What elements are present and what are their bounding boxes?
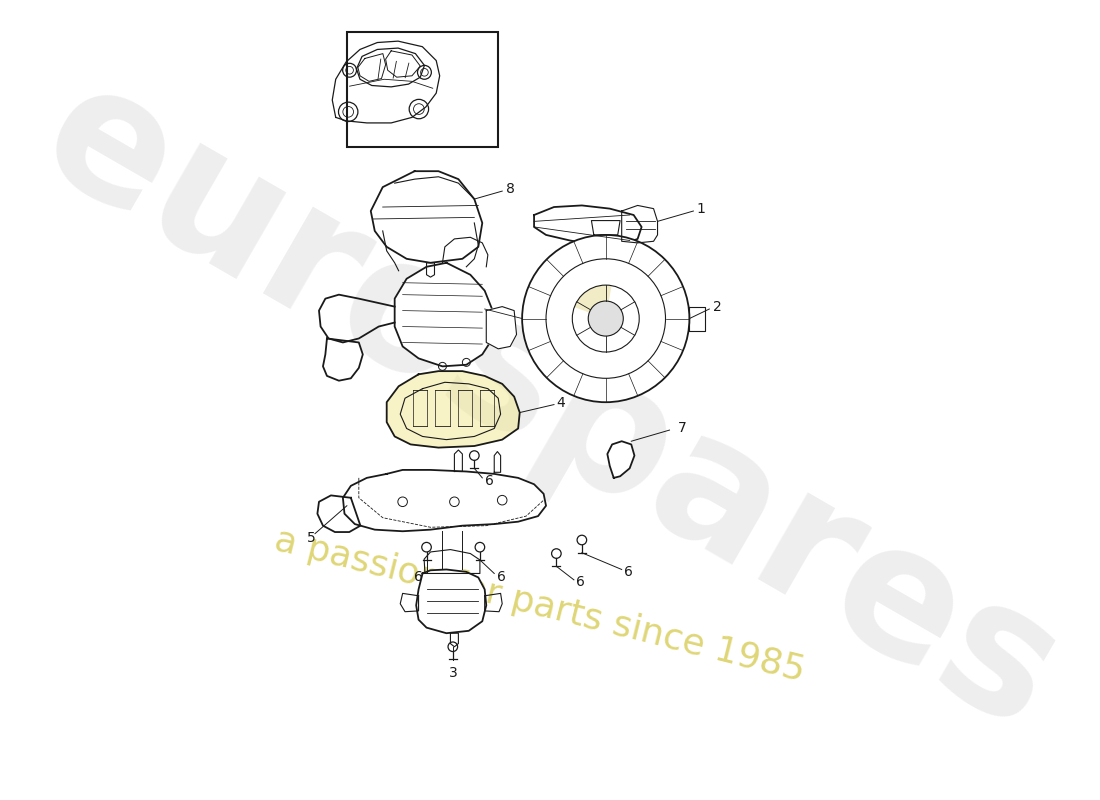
Text: 5: 5 [307,530,316,545]
Circle shape [522,235,690,402]
Polygon shape [395,262,493,366]
Text: eurospares: eurospares [12,45,1088,768]
Text: 3: 3 [449,666,458,680]
Text: 4: 4 [557,396,565,410]
Bar [346,32,498,147]
Polygon shape [486,306,517,349]
Polygon shape [387,371,519,448]
Text: 6: 6 [576,575,585,590]
Text: 6: 6 [414,570,422,584]
Polygon shape [535,206,641,246]
Wedge shape [574,285,612,318]
Text: 8: 8 [506,182,515,196]
Polygon shape [416,570,486,634]
Text: 2: 2 [713,301,722,314]
Text: 6: 6 [485,474,494,488]
Polygon shape [343,470,546,531]
Circle shape [588,301,624,336]
Polygon shape [371,171,482,262]
Text: 6: 6 [496,570,506,584]
Polygon shape [607,442,635,478]
Polygon shape [323,338,363,381]
Text: 7: 7 [678,422,686,435]
Text: 1: 1 [696,202,705,217]
Text: 6: 6 [624,565,632,579]
Text: a passion for parts since 1985: a passion for parts since 1985 [272,523,808,688]
Polygon shape [318,495,361,532]
